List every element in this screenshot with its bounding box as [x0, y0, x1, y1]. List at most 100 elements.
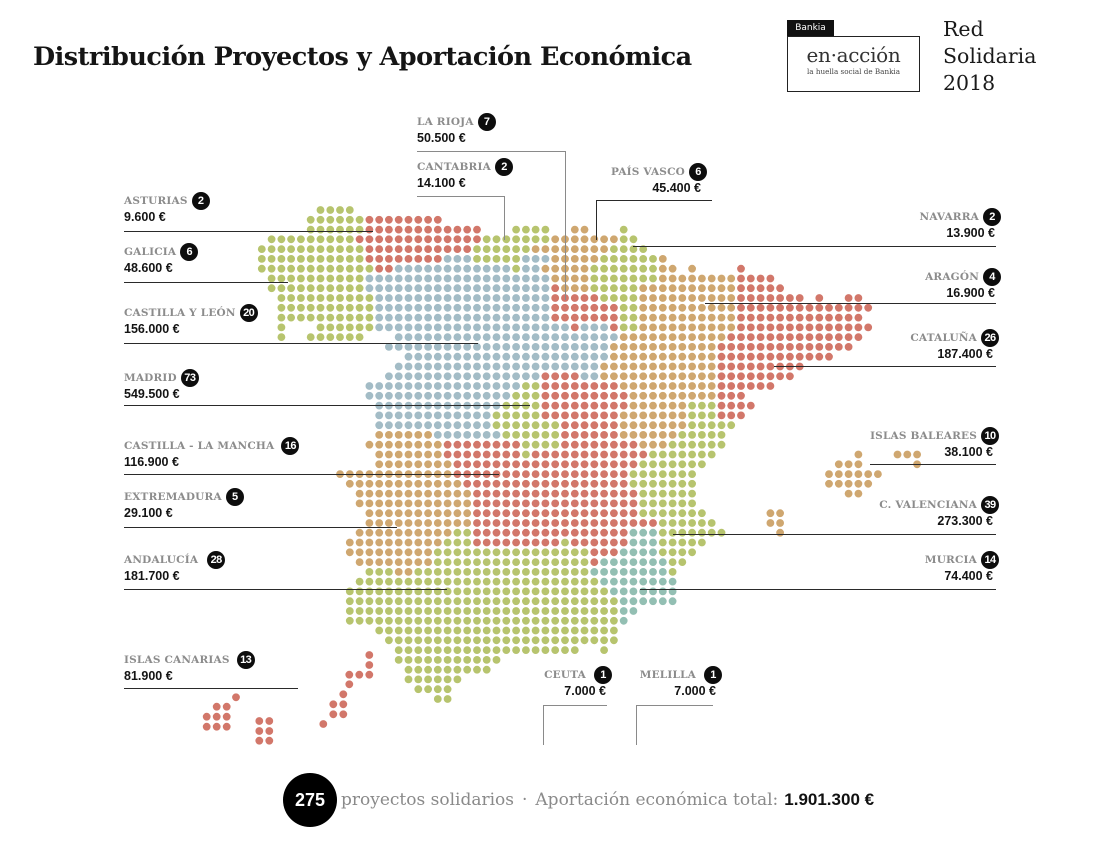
map-dot: [658, 421, 667, 430]
map-dot: [385, 235, 393, 244]
map-dot: [619, 548, 628, 557]
map-dot: [385, 479, 393, 488]
map-dot: [561, 616, 569, 625]
map-dot: [297, 255, 305, 263]
map-dot: [610, 538, 618, 547]
map-dot: [277, 303, 286, 312]
map-dot: [649, 274, 657, 283]
map-dot: [404, 528, 413, 537]
map-dot: [629, 440, 638, 449]
map-dot: [825, 303, 833, 312]
map-dot: [404, 225, 413, 234]
map-dot: [265, 727, 274, 735]
map-dot: [502, 323, 511, 332]
map-dot: [580, 499, 589, 508]
map-dot: [277, 284, 286, 293]
map-dot: [463, 528, 472, 537]
map-dot: [345, 255, 354, 263]
map-dot: [522, 646, 530, 654]
footer-summary: proyectos solidarios · Aportación económic…: [341, 788, 874, 812]
map-dot: [482, 372, 491, 381]
map-dot: [502, 626, 511, 635]
map-dot: [502, 528, 511, 537]
map-dot: [482, 538, 491, 547]
map-dot: [766, 352, 775, 361]
map-dot: [255, 727, 264, 735]
map-dot: [424, 431, 432, 439]
map-dot: [482, 509, 491, 518]
map-dot: [551, 499, 560, 508]
map-dot: [482, 450, 491, 459]
map-dot: [698, 303, 706, 312]
map-dot: [394, 558, 403, 566]
map-dot: [629, 587, 638, 596]
map-dot: [541, 343, 550, 351]
map-dot: [580, 548, 589, 557]
map-dot: [414, 597, 423, 606]
map-dot: [482, 646, 491, 654]
map-dot: [658, 352, 667, 361]
map-dot: [433, 421, 442, 430]
map-dot: [629, 460, 638, 469]
map-dot: [463, 352, 472, 361]
map-dot: [610, 382, 618, 390]
map-dot: [825, 352, 833, 361]
map-dot: [610, 499, 618, 508]
map-dot: [443, 636, 452, 645]
map-dot: [561, 352, 569, 361]
map-dot: [658, 303, 667, 312]
map-dot: [512, 479, 520, 488]
map-dot: [502, 303, 511, 312]
map-dot: [502, 245, 511, 254]
map-dot: [433, 450, 442, 459]
map-dot: [306, 225, 315, 234]
projects-badge: 73: [180, 368, 199, 387]
map-dot: [658, 372, 667, 381]
map-dot: [610, 440, 618, 449]
map-dot: [365, 225, 374, 234]
map-dot: [610, 577, 618, 586]
map-dot: [316, 264, 325, 273]
logo-name: en·acción: [806, 43, 901, 67]
map-dot: [619, 558, 628, 566]
map-dot: [424, 519, 432, 527]
label-ceuta: CEUTA 1 7.000 €: [544, 665, 612, 699]
map-dot: [512, 460, 520, 469]
map-dot: [365, 661, 374, 669]
map-dot: [531, 646, 540, 654]
map-dot: [212, 722, 221, 731]
map-dot: [424, 215, 432, 224]
map-dot: [473, 656, 481, 664]
map-dot: [512, 225, 520, 234]
map-dot: [717, 372, 726, 381]
map-dot: [316, 303, 325, 312]
map-dot: [610, 607, 618, 615]
map-dot: [580, 479, 589, 488]
map-dot: [707, 450, 716, 459]
map-dot: [453, 548, 462, 557]
map-dot: [619, 499, 628, 508]
map-dot: [795, 343, 804, 351]
region-name: LA RIOJA: [417, 115, 474, 128]
map-dot: [590, 499, 599, 508]
region-name: PAÍS VASCO: [611, 165, 685, 178]
map-dot: [610, 519, 618, 527]
map-dot: [433, 568, 442, 576]
map-dot: [698, 323, 706, 332]
map-dot: [629, 519, 638, 527]
map-dot: [404, 382, 413, 390]
map-dot: [443, 499, 452, 508]
map-dot: [570, 421, 579, 430]
map-dot: [316, 323, 325, 332]
map-dot: [433, 215, 442, 224]
map-dot: [707, 294, 716, 302]
map-dot: [688, 528, 696, 537]
map-dot: [629, 255, 638, 263]
map-dot: [433, 656, 442, 664]
map-dot: [297, 274, 305, 283]
map-dot: [590, 538, 599, 547]
region-amount: 7.000 €: [674, 684, 716, 698]
map-dot: [512, 431, 520, 439]
map-dot: [453, 450, 462, 459]
map-dot: [365, 509, 374, 518]
